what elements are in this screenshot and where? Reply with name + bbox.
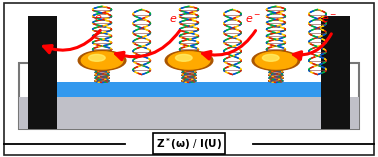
Text: $\mathbf{Z^*(\omega)}$ / $\mathbf{I(U)}$: $\mathbf{Z^*(\omega)}$ / $\mathbf{I(U)}$	[156, 136, 222, 152]
Circle shape	[81, 52, 123, 69]
FancyArrowPatch shape	[293, 34, 332, 60]
Text: $e^-$: $e^-$	[245, 14, 262, 25]
Text: $e^-$: $e^-$	[321, 14, 337, 25]
FancyArrowPatch shape	[43, 30, 100, 53]
FancyArrowPatch shape	[116, 30, 180, 60]
Bar	[28, 16, 57, 129]
Circle shape	[88, 54, 105, 61]
Bar	[321, 16, 350, 129]
Bar	[19, 63, 359, 129]
Circle shape	[262, 54, 279, 61]
Circle shape	[168, 52, 210, 69]
Bar	[57, 82, 321, 97]
Bar	[57, 16, 321, 129]
Bar	[19, 97, 359, 129]
Circle shape	[252, 51, 300, 70]
Text: $e^-$: $e^-$	[94, 12, 110, 24]
Text: $e^-$: $e^-$	[169, 14, 186, 25]
Circle shape	[175, 54, 192, 61]
FancyArrowPatch shape	[203, 31, 256, 59]
Circle shape	[165, 51, 213, 70]
Circle shape	[78, 51, 126, 70]
Circle shape	[255, 52, 297, 69]
